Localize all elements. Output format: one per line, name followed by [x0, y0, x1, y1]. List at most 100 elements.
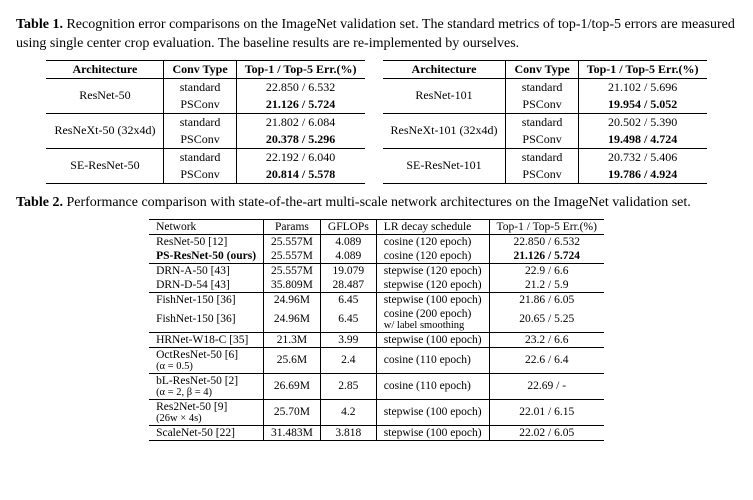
- table-row: ResNeXt-101 (32x4d)standard20.502 / 5.39…: [383, 113, 707, 131]
- cell-error: 22.69 / -: [489, 373, 604, 399]
- cell-error: 22.02 / 6.05: [489, 425, 604, 440]
- cell-error: 21.86 / 6.05: [489, 292, 604, 307]
- col-architecture: Architecture: [383, 60, 506, 78]
- cell-network: DRN-A-50 [43]: [149, 263, 263, 278]
- cell-error: 22.850 / 6.532: [489, 234, 604, 249]
- cell-network: FishNet-150 [36]: [149, 307, 263, 333]
- cell-params: 24.96M: [264, 307, 321, 333]
- col-error: Top-1 / Top-5 Err.(%): [578, 60, 706, 78]
- cell-error: 22.192 / 6.040: [236, 148, 364, 166]
- cell-conv-type: PSConv: [506, 166, 578, 184]
- table1-caption-text: Recognition error comparisons on the Ima…: [16, 17, 735, 51]
- table-row: PS-ResNet-50 (ours)25.557M4.089cosine (1…: [149, 249, 604, 264]
- cell-conv-type: standard: [506, 148, 578, 166]
- cell-gflops: 3.99: [320, 332, 376, 347]
- table-row: SE-ResNet-101standard20.732 / 5.406: [383, 148, 707, 166]
- cell-params: 25.557M: [264, 263, 321, 278]
- cell-conv-type: PSConv: [506, 131, 578, 149]
- cell-gflops: 6.45: [320, 307, 376, 333]
- cell-gflops: 19.079: [320, 263, 376, 278]
- cell-schedule: cosine (120 epoch): [376, 249, 489, 264]
- cell-schedule: stepwise (120 epoch): [376, 278, 489, 293]
- table-row: SE-ResNet-50standard22.192 / 6.040: [46, 148, 364, 166]
- table1-left: Architecture Conv Type Top-1 / Top-5 Err…: [46, 60, 364, 184]
- cell-conv-type: PSConv: [506, 96, 578, 114]
- cell-params: 26.69M: [264, 373, 321, 399]
- cell-gflops: 4.089: [320, 249, 376, 264]
- cell-architecture: SE-ResNet-101: [383, 148, 506, 183]
- cell-schedule: stepwise (100 epoch): [376, 332, 489, 347]
- table1-header-row: Architecture Conv Type Top-1 / Top-5 Err…: [46, 60, 364, 78]
- cell-error: 22.850 / 6.532: [236, 78, 364, 96]
- table-row: ResNet-50 [12]25.557M4.089cosine (120 ep…: [149, 234, 604, 249]
- table-row: FishNet-150 [36]24.96M6.45cosine (200 ep…: [149, 307, 604, 333]
- cell-gflops: 4.089: [320, 234, 376, 249]
- cell-error: 21.126 / 5.724: [236, 96, 364, 114]
- table2: Network Params GFLOPs LR decay schedule …: [149, 219, 604, 441]
- cell-network: DRN-D-54 [43]: [149, 278, 263, 293]
- col-schedule: LR decay schedule: [376, 219, 489, 234]
- table-row: HRNet-W18-C [35]21.3M3.99stepwise (100 e…: [149, 332, 604, 347]
- cell-error: 20.65 / 5.25: [489, 307, 604, 333]
- table2-caption-text: Performance comparison with state-of-the…: [66, 195, 690, 210]
- cell-error: 21.126 / 5.724: [489, 249, 604, 264]
- cell-schedule: cosine (200 epoch)w/ label smoothing: [376, 307, 489, 333]
- cell-error: 22.9 / 6.6: [489, 263, 604, 278]
- cell-schedule: cosine (120 epoch): [376, 234, 489, 249]
- cell-error: 20.814 / 5.578: [236, 166, 364, 184]
- cell-error: 19.786 / 4.924: [578, 166, 706, 184]
- cell-schedule: stepwise (100 epoch): [376, 292, 489, 307]
- col-conv-type: Conv Type: [164, 60, 236, 78]
- table2-caption: Table 2. Performance comparison with sta…: [16, 194, 737, 213]
- table-row: ResNet-50standard22.850 / 6.532: [46, 78, 364, 96]
- table1-caption-label: Table 1.: [16, 17, 63, 32]
- col-error: Top-1 / Top-5 Err.(%): [236, 60, 364, 78]
- table-row: DRN-D-54 [43]35.809M28.487stepwise (120 …: [149, 278, 604, 293]
- cell-network-sub: (26w × 4s): [156, 413, 256, 424]
- table-row: DRN-A-50 [43]25.557M19.079stepwise (120 …: [149, 263, 604, 278]
- table-row: ScaleNet-50 [22]31.483M3.818stepwise (10…: [149, 425, 604, 440]
- cell-params: 25.557M: [264, 234, 321, 249]
- table-row: ResNet-101standard21.102 / 5.696: [383, 78, 707, 96]
- cell-conv-type: PSConv: [164, 131, 236, 149]
- cell-error: 19.498 / 4.724: [578, 131, 706, 149]
- cell-conv-type: standard: [164, 78, 236, 96]
- col-architecture: Architecture: [46, 60, 163, 78]
- cell-gflops: 3.818: [320, 425, 376, 440]
- cell-architecture: ResNeXt-50 (32x4d): [46, 113, 163, 148]
- table1: Architecture Conv Type Top-1 / Top-5 Err…: [16, 60, 737, 184]
- table-row: OctResNet-50 [6](α = 0.5)25.6M2.4cosine …: [149, 347, 604, 373]
- cell-conv-type: standard: [164, 148, 236, 166]
- cell-schedule: stepwise (120 epoch): [376, 263, 489, 278]
- cell-conv-type: PSConv: [164, 166, 236, 184]
- cell-conv-type: standard: [506, 78, 578, 96]
- cell-params: 21.3M: [264, 332, 321, 347]
- cell-conv-type: PSConv: [164, 96, 236, 114]
- cell-params: 25.70M: [264, 399, 321, 425]
- cell-gflops: 2.4: [320, 347, 376, 373]
- cell-network: PS-ResNet-50 (ours): [149, 249, 263, 264]
- cell-params: 24.96M: [264, 292, 321, 307]
- table-row: FishNet-150 [36]24.96M6.45stepwise (100 …: [149, 292, 604, 307]
- table2-header-row: Network Params GFLOPs LR decay schedule …: [149, 219, 604, 234]
- cell-params: 35.809M: [264, 278, 321, 293]
- cell-network-sub: (α = 0.5): [156, 361, 256, 372]
- cell-error: 19.954 / 5.052: [578, 96, 706, 114]
- cell-architecture: ResNeXt-101 (32x4d): [383, 113, 506, 148]
- cell-error: 22.01 / 6.15: [489, 399, 604, 425]
- cell-params: 31.483M: [264, 425, 321, 440]
- cell-gflops: 4.2: [320, 399, 376, 425]
- col-params: Params: [264, 219, 321, 234]
- table-row: Res2Net-50 [9](26w × 4s)25.70M4.2stepwis…: [149, 399, 604, 425]
- cell-architecture: ResNet-101: [383, 78, 506, 113]
- cell-error: 22.6 / 6.4: [489, 347, 604, 373]
- table2-caption-label: Table 2.: [16, 195, 63, 210]
- cell-schedule: cosine (110 epoch): [376, 347, 489, 373]
- cell-error: 20.378 / 5.296: [236, 131, 364, 149]
- col-gflops: GFLOPs: [320, 219, 376, 234]
- cell-params: 25.557M: [264, 249, 321, 264]
- table1-header-row: Architecture Conv Type Top-1 / Top-5 Err…: [383, 60, 707, 78]
- cell-error: 21.802 / 6.084: [236, 113, 364, 131]
- table-row: bL-ResNet-50 [2](α = 2, β = 4)26.69M2.85…: [149, 373, 604, 399]
- cell-error: 21.2 / 5.9: [489, 278, 604, 293]
